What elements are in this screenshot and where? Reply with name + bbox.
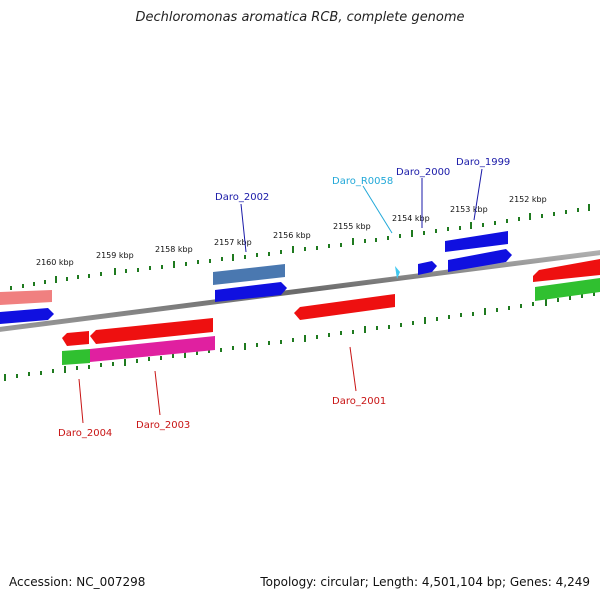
label-daro-2000[interactable]: Daro_2000 xyxy=(396,167,450,178)
major-tick xyxy=(244,343,246,350)
gene-arrow[interactable] xyxy=(533,259,600,282)
major-tick xyxy=(352,238,354,245)
scale-label: 2156 kbp xyxy=(273,231,311,240)
major-tick xyxy=(124,359,126,366)
leader-daro-r0058 xyxy=(362,185,393,234)
plus-strand-genes xyxy=(0,231,600,324)
gene-labels: Daro_2002 Daro_R0058 Daro_2000 Daro_1999… xyxy=(58,157,510,439)
major-tick xyxy=(173,261,175,268)
scale-label: 2159 kbp xyxy=(96,251,134,260)
gene-arrow-daro-2004[interactable] xyxy=(62,331,89,346)
label-daro-r0058[interactable]: Daro_R0058 xyxy=(332,176,393,187)
label-daro-2001[interactable]: Daro_2001 xyxy=(332,396,386,407)
leader-daro-2001 xyxy=(349,346,357,392)
major-tick xyxy=(484,308,486,315)
major-tick xyxy=(114,268,116,275)
map-title: Dechloromonas aromatica RCB, complete ge… xyxy=(135,10,465,25)
gene-arrow[interactable] xyxy=(0,308,54,324)
leader-daro-1999 xyxy=(473,168,483,221)
leader-daro-2004 xyxy=(78,378,84,424)
major-tick xyxy=(304,335,306,342)
gene-arrow-daro-1999[interactable] xyxy=(448,249,512,272)
accession-label: Accession: NC_007298 xyxy=(9,575,146,589)
leader-daro-2002 xyxy=(240,203,247,253)
major-tick xyxy=(64,366,66,373)
major-tick xyxy=(529,213,531,220)
gene-arrow[interactable] xyxy=(62,349,90,365)
scale-label: 2155 kbp xyxy=(333,222,371,231)
major-tick xyxy=(232,254,234,261)
gene-arrow-daro-2001[interactable] xyxy=(294,294,395,320)
scale-label: 2152 kbp xyxy=(509,195,547,204)
label-daro-2002[interactable]: Daro_2002 xyxy=(215,192,269,203)
gene-arrow-daro-2002[interactable] xyxy=(213,264,285,285)
label-daro-2004[interactable]: Daro_2004 xyxy=(58,428,112,439)
genome-backbone xyxy=(0,250,600,332)
lower-scale-ticks xyxy=(4,292,595,381)
gene-arrow[interactable] xyxy=(535,278,600,301)
gene-arrow-daro-r0058[interactable] xyxy=(395,266,400,279)
gene-arrow-daro-2003[interactable] xyxy=(90,336,215,362)
major-tick xyxy=(545,299,547,306)
label-daro-1999[interactable]: Daro_1999 xyxy=(456,157,510,168)
gene-arrow[interactable] xyxy=(0,290,52,305)
topology-label: Topology: circular; Length: 4,501,104 bp… xyxy=(260,575,590,589)
major-tick xyxy=(292,246,294,253)
major-tick xyxy=(55,276,57,283)
major-tick xyxy=(411,230,413,237)
label-daro-2003[interactable]: Daro_2003 xyxy=(136,420,190,431)
scale-label: 2154 kbp xyxy=(392,214,430,223)
scale-label: 2157 kbp xyxy=(214,238,252,247)
major-tick xyxy=(4,374,6,381)
scale-label: 2160 kbp xyxy=(36,258,74,267)
leader-daro-2003 xyxy=(154,370,161,416)
label-leaders xyxy=(78,168,483,424)
scale-label: 2158 kbp xyxy=(155,245,193,254)
major-tick xyxy=(588,204,590,211)
major-tick xyxy=(424,317,426,324)
gene-arrow[interactable] xyxy=(90,318,213,344)
gene-arrow[interactable] xyxy=(445,231,508,252)
major-tick xyxy=(184,351,186,358)
gene-arrow[interactable] xyxy=(215,282,287,302)
gene-arrow-daro-2000[interactable] xyxy=(418,261,437,275)
major-tick xyxy=(470,222,472,229)
upper-scale-ticks xyxy=(10,204,590,290)
major-tick xyxy=(364,326,366,333)
minus-strand-genes xyxy=(62,278,600,365)
scale-label: 2153 kbp xyxy=(450,205,488,214)
scale-labels: 2160 kbp 2159 kbp 2158 kbp 2157 kbp 2156… xyxy=(36,195,547,267)
